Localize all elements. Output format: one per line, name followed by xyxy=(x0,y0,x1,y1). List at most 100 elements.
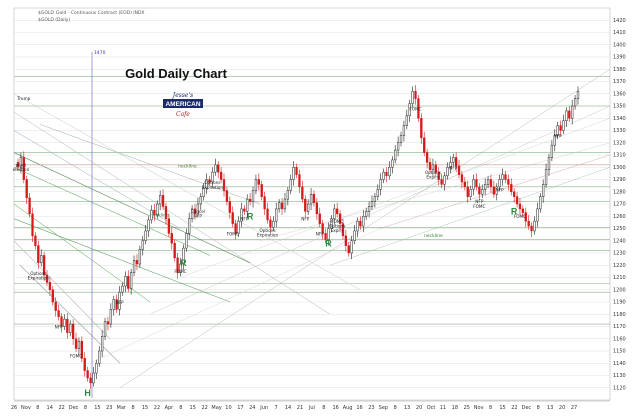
candle-body xyxy=(286,190,289,200)
candle-body xyxy=(89,377,92,384)
x-tick-label: 16 xyxy=(356,405,362,411)
candle-body xyxy=(571,105,574,119)
candle-body xyxy=(307,203,310,212)
candle-body xyxy=(327,228,330,240)
y-tick-label: 1310 xyxy=(613,153,626,159)
candle-body xyxy=(431,164,435,170)
x-tick-label: 16 xyxy=(333,405,339,411)
candle-body xyxy=(301,186,304,200)
candle-body xyxy=(556,125,559,136)
candle-body xyxy=(208,179,211,183)
header-symbol: $GOLD xyxy=(38,10,54,16)
candle-body xyxy=(234,223,237,234)
x-tick-label: 15 xyxy=(142,405,148,411)
candle-body xyxy=(478,186,481,195)
x-tick-label: 21 xyxy=(297,405,303,411)
candle-body xyxy=(86,370,89,379)
candle-body xyxy=(524,212,527,222)
candle-body xyxy=(460,174,464,183)
candle-body xyxy=(312,193,316,204)
logo-line3: Cafe xyxy=(176,111,190,118)
candle-body xyxy=(156,203,159,216)
candle-body xyxy=(193,208,197,215)
event-annotation: NFP xyxy=(55,325,64,330)
event-annotation: NFP xyxy=(116,300,125,305)
y-tick-label: 1240 xyxy=(613,238,626,244)
event-annotation: FOMC xyxy=(331,219,343,224)
candle-body xyxy=(42,255,46,276)
event-annotation: NFP xyxy=(475,199,484,204)
x-tick-label: Dec xyxy=(69,405,79,411)
candle-body xyxy=(341,223,345,237)
candle-body xyxy=(382,171,385,180)
candle-body xyxy=(550,144,554,158)
candle-body xyxy=(54,301,57,311)
candle-body xyxy=(269,219,272,228)
candle-body xyxy=(127,276,130,289)
candle-body xyxy=(486,179,490,185)
event-annotation: FOMC xyxy=(227,232,239,237)
candle-body xyxy=(425,152,429,163)
candle-body xyxy=(95,363,98,374)
candle-body xyxy=(344,235,348,246)
y-tick-label: 1400 xyxy=(613,42,626,48)
trend-line xyxy=(13,240,111,339)
x-tick-label: Oct xyxy=(427,405,436,411)
candle-body xyxy=(280,202,284,210)
candle-body xyxy=(214,164,217,173)
y-tick-label: 1210 xyxy=(613,275,626,281)
candle-body xyxy=(185,233,188,249)
candle-body xyxy=(362,216,365,227)
candle-body xyxy=(83,358,86,371)
x-tick-label: Aug xyxy=(343,405,353,411)
x-tick-label: 24 xyxy=(249,405,255,411)
y-tick-label: 1200 xyxy=(613,287,626,293)
y-tick-label: 1170 xyxy=(613,324,626,330)
header-sub: $GOLD (Daily) xyxy=(38,17,70,23)
candle-body xyxy=(147,219,150,232)
candle-body xyxy=(37,245,40,264)
candle-body xyxy=(138,249,142,265)
neckline-label: neckline xyxy=(178,163,197,169)
candle-body xyxy=(562,120,565,131)
candle-body xyxy=(40,255,43,264)
x-tick-label: 22 xyxy=(154,405,160,411)
candle-body xyxy=(228,201,231,213)
x-tick-label: 8 xyxy=(36,405,39,411)
x-tick-label: 15 xyxy=(94,405,100,411)
candle-body xyxy=(240,208,243,222)
candle-body xyxy=(135,260,139,265)
candle-body xyxy=(475,179,478,188)
candle-body xyxy=(446,167,449,177)
event-annotation: Options xyxy=(329,223,345,228)
trend-line xyxy=(13,93,361,291)
candle-body xyxy=(411,91,414,104)
x-tick-label: 8 xyxy=(489,405,492,411)
y-tick-label: 1140 xyxy=(613,361,626,367)
x-tick-label: May xyxy=(211,405,221,411)
candle-body xyxy=(251,190,255,202)
event-annotation: NFP xyxy=(301,216,310,221)
candle-body xyxy=(498,179,501,188)
event-annotation: Options xyxy=(425,170,441,175)
y-tick-label: 1340 xyxy=(613,116,626,122)
candle-body xyxy=(367,206,371,212)
candle-body xyxy=(309,193,313,205)
y-tick-label: 1280 xyxy=(613,189,626,195)
candle-body xyxy=(568,110,571,119)
candle-body xyxy=(481,189,484,195)
event-annotation: Expiration xyxy=(202,185,224,190)
event-annotation: NFP xyxy=(240,216,249,221)
candle-body xyxy=(402,125,406,136)
candle-body xyxy=(225,190,229,202)
candle-body xyxy=(77,340,81,349)
candle-body xyxy=(373,196,377,202)
candle-body xyxy=(536,208,539,222)
candle-body xyxy=(217,164,220,173)
x-tick-label: 20 xyxy=(416,405,422,411)
candle-body xyxy=(16,162,20,168)
candle-body xyxy=(266,208,269,221)
candle-body xyxy=(333,208,336,219)
candle-body xyxy=(350,240,353,254)
